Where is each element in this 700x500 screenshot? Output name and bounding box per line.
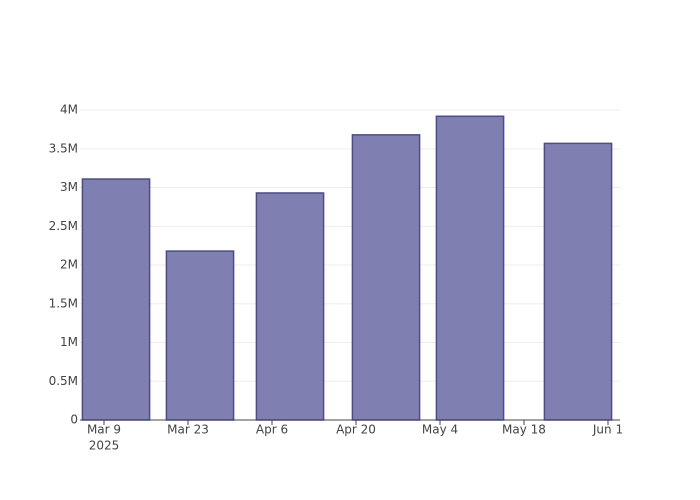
bar: [81, 178, 151, 421]
x-tick-label: Mar 9: [87, 423, 121, 437]
x-tick-year: 2025: [89, 439, 120, 453]
bar: [543, 142, 613, 421]
x-tick-label: Mar 23: [167, 423, 209, 437]
y-tick-label: 1.5M: [49, 296, 78, 310]
y-tick-label: 3M: [60, 180, 78, 194]
bar: [351, 134, 421, 421]
y-tick-label: 0: [70, 413, 78, 427]
bar: [435, 115, 505, 421]
x-tick-label: May 18: [502, 423, 546, 437]
x-tick-label: Apr 20: [336, 423, 376, 437]
bar: [255, 192, 325, 421]
y-tick-label: 1M: [60, 335, 78, 349]
y-tick-label: 4M: [60, 103, 78, 117]
x-tick-label: Apr 6: [256, 423, 288, 437]
y-tick-label: 3.5M: [49, 141, 78, 155]
x-tick-label: Jun 1: [592, 423, 623, 437]
y-tick-label: 0.5M: [49, 374, 78, 388]
x-tick-label: May 4: [422, 423, 458, 437]
y-tick-label: 2M: [60, 258, 78, 272]
y-tick-label: 2.5M: [49, 219, 78, 233]
bar: [165, 250, 235, 421]
